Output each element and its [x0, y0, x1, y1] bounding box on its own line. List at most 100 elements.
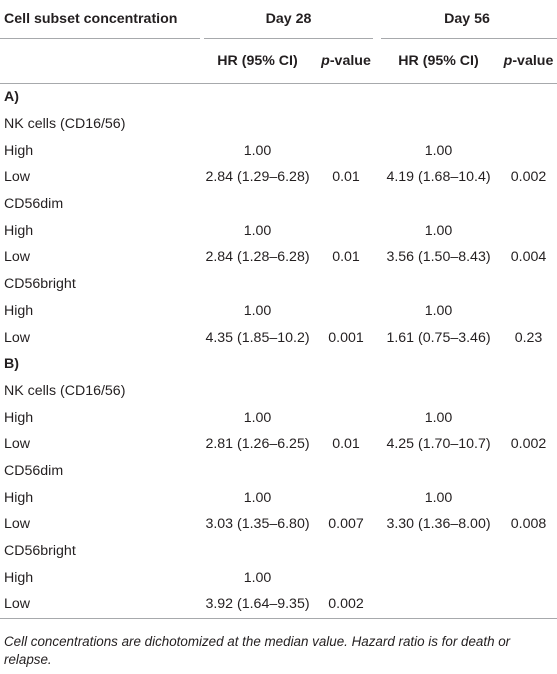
level-label: Low — [4, 516, 31, 533]
table-row: High 1.00 1.00 — [0, 484, 557, 511]
subset-label: NK cells (CD16/56) — [4, 116, 126, 133]
hazard-ratio-cell — [377, 378, 500, 405]
hazard-ratio-cell: 4.19 (1.68–10.4) — [386, 169, 491, 186]
hazard-ratio-cell: 2.81 (1.26–6.25) — [205, 436, 310, 453]
hazard-ratio-cell: 3.03 (1.35–6.80) — [205, 516, 310, 533]
level-label: High — [4, 409, 34, 426]
p-value-cell — [315, 564, 377, 591]
p-value-cell: 0.004 — [510, 249, 547, 266]
table-row: High 1.00 — [0, 564, 557, 591]
p-value-cell — [500, 271, 557, 298]
column-header-cell-subset: Cell subset concentration — [0, 0, 200, 39]
p-value-cell — [315, 404, 377, 431]
p-value-cell — [500, 351, 557, 378]
p-value-cell — [315, 84, 377, 111]
hazard-ratio-cell — [377, 538, 500, 565]
hazard-ratio-cell — [377, 271, 500, 298]
level-label: Low — [4, 329, 31, 346]
level-label: High — [4, 142, 34, 159]
level-label: High — [4, 302, 34, 319]
hazard-ratio-cell: 4.35 (1.85–10.2) — [205, 329, 310, 346]
hazard-ratio-cell: 1.00 — [243, 409, 272, 426]
hazard-ratio-cell — [377, 458, 500, 485]
subset-label: CD56bright — [4, 276, 76, 293]
table-row: Low 3.92 (1.64–9.35) 0.002 — [0, 591, 557, 619]
hazard-ratio-cell: 1.00 — [243, 142, 272, 159]
hazard-ratio-cell: 3.56 (1.50–8.43) — [386, 249, 491, 266]
p-value-cell: 0.002 — [510, 169, 547, 186]
p-value-cell — [315, 458, 377, 485]
hazard-ratio-cell — [377, 111, 500, 138]
table-row: NK cells (CD16/56) — [0, 111, 557, 138]
p-value-cell: 0.01 — [332, 436, 360, 453]
hazard-ratio-cell — [200, 458, 315, 485]
header-underline — [381, 38, 557, 39]
table-row: Low 3.03 (1.35–6.80) 0.007 3.30 (1.36–8.00)… — [0, 511, 557, 538]
p-value-cell — [500, 458, 557, 485]
subset-label: CD56dim — [4, 462, 64, 479]
table-row: NK cells (CD16/56) — [0, 378, 557, 405]
column-header-hr-day56: HR (95% CI) — [377, 38, 500, 84]
p-value-cell — [500, 564, 557, 591]
hazard-ratio-cell: 1.00 — [424, 489, 453, 506]
p-value-cell — [500, 484, 557, 511]
p-value-cell — [500, 191, 557, 218]
p-value-cell — [315, 111, 377, 138]
table-row: Low 2.84 (1.28–6.28) 0.01 3.56 (1.50–8.43) 0… — [0, 244, 557, 271]
p-value-cell — [500, 137, 557, 164]
level-label: Low — [4, 249, 31, 266]
subset-label: CD56dim — [4, 196, 64, 213]
p-value-cell — [315, 298, 377, 325]
table-body: A) NK cells (CD16/56) High 1.00 1.00 Low 2.84 … — [0, 84, 557, 619]
hazard-ratio-cell: 4.25 (1.70–10.7) — [386, 436, 491, 453]
p-value-cell — [500, 591, 557, 619]
hazard-ratio-cell: 1.00 — [424, 302, 453, 319]
p-value-cell: 0.002 — [315, 591, 377, 619]
table-row: Low 4.35 (1.85–10.2) 0.001 1.61 (0.75–3.46)… — [0, 324, 557, 351]
hazard-ratio-cell — [377, 351, 500, 378]
table-row: High 1.00 1.00 — [0, 298, 557, 325]
header-row-measures: HR (95% CI) p-value HR (95% CI) p-value — [0, 38, 557, 84]
table-row: B) — [0, 351, 557, 378]
header-underline — [204, 38, 373, 39]
level-label: Low — [4, 169, 31, 186]
header-row-days: Cell subset concentration Day 28 Day 56 — [0, 0, 557, 39]
p-italic: p — [321, 52, 330, 69]
hazard-ratio-cell: 2.84 (1.28–6.28) — [205, 249, 310, 266]
hazard-ratio-cell: 1.61 (0.75–3.46) — [386, 329, 491, 346]
level-label: High — [4, 489, 34, 506]
column-header-day28: Day 28 — [265, 11, 312, 28]
p-value-cell: 0.007 — [328, 516, 364, 533]
table-row: Low 2.81 (1.26–6.25) 0.01 4.25 (1.70–10.7) 0… — [0, 431, 557, 458]
column-header-pvalue-day56: p-value — [500, 38, 557, 84]
hazard-ratio-cell — [200, 538, 315, 565]
p-value-cell: 0.01 — [332, 169, 360, 186]
hazard-ratio-cell: 1.00 — [243, 489, 272, 506]
table-row: CD56dim — [0, 458, 557, 485]
p-value-cell — [500, 111, 557, 138]
hazard-ratio-cell — [200, 351, 315, 378]
p-value-cell — [315, 271, 377, 298]
table-row: High 1.00 1.00 — [0, 137, 557, 164]
hazard-ratio-cell — [200, 84, 315, 111]
table-row: CD56bright — [0, 538, 557, 565]
hazard-ratio-cell: 1.00 — [243, 222, 272, 239]
table-row: High 1.00 1.00 — [0, 217, 557, 244]
section-label: B) — [4, 356, 19, 373]
p-suffix: -value — [329, 52, 371, 69]
p-value-cell — [500, 217, 557, 244]
column-header-day56: Day 56 — [444, 11, 490, 28]
hazard-ratio-cell — [200, 378, 315, 405]
level-label: High — [4, 222, 34, 239]
level-label: Low — [4, 436, 31, 453]
hazard-ratio-cell: 2.84 (1.29–6.28) — [205, 169, 310, 186]
p-value-cell — [500, 404, 557, 431]
p-value-cell — [315, 378, 377, 405]
table-row: A) — [0, 84, 557, 111]
p-value-cell — [315, 351, 377, 378]
p-value-cell — [500, 538, 557, 565]
table-row: CD56bright — [0, 271, 557, 298]
level-label: Low — [0, 591, 200, 619]
p-value-cell — [315, 137, 377, 164]
table-row: CD56dim — [0, 191, 557, 218]
